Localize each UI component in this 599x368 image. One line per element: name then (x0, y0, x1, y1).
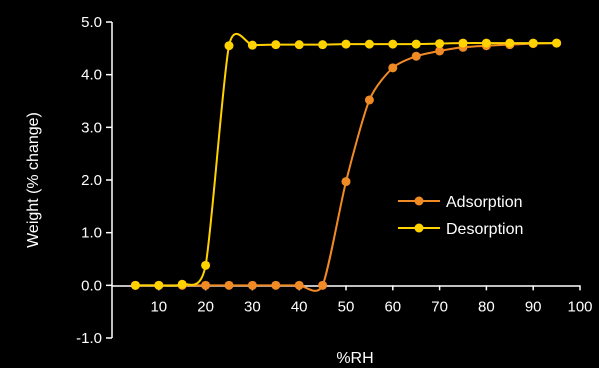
series-desorption-point (294, 40, 304, 50)
x-tick-label: 20 (197, 298, 214, 315)
legend-desorption-label: Desorption (446, 221, 523, 238)
x-tick-label: 100 (567, 298, 592, 315)
y-tick-label: 1.0 (81, 225, 102, 242)
series-desorption-point (341, 39, 351, 49)
series-desorption-point (481, 38, 491, 48)
x-tick-label: 30 (244, 298, 261, 315)
x-tick-label: 50 (338, 298, 355, 315)
series-desorption-point (458, 38, 468, 48)
series-desorption-point (130, 280, 140, 290)
x-tick-label: 70 (431, 298, 448, 315)
series-adsorption-point (247, 280, 257, 290)
legend-adsorption-marker (414, 196, 424, 206)
x-tick-label: 80 (478, 298, 495, 315)
x-tick-label: 90 (525, 298, 542, 315)
series-adsorption-point (388, 63, 398, 73)
series-desorption-point (411, 39, 421, 49)
axis-ticks: -1.0 0.0 1.0 2.0 3.0 4.0 5.0 10 20 30 40 50 60 70 80 90… (76, 14, 592, 347)
series-adsorption-point (224, 280, 234, 290)
x-tick-label: 60 (384, 298, 401, 315)
series-adsorption-point (201, 280, 211, 290)
legend: Adsorption Desorption (398, 194, 523, 238)
series-desorption-point (177, 279, 187, 289)
x-tick-label: 10 (150, 298, 167, 315)
series-desorption-point (388, 39, 398, 49)
series-desorption-point (201, 260, 211, 270)
y-tick-label: 4.0 (81, 67, 102, 84)
series-desorption-point (318, 40, 328, 50)
y-tick-label: 0.0 (81, 277, 102, 294)
y-tick-label: 2.0 (81, 172, 102, 189)
x-axis-title: %RH (336, 350, 373, 367)
legend-desorption-marker (414, 223, 424, 233)
series-adsorption-point (364, 95, 374, 105)
x-tick-label: 40 (291, 298, 308, 315)
series-desorption-point (505, 38, 515, 48)
series-desorption (130, 32, 562, 290)
series-desorption-point (247, 40, 257, 50)
series-adsorption-point (318, 280, 328, 290)
series-adsorption-point (271, 280, 281, 290)
series-desorption-point (552, 38, 562, 48)
series-adsorption-point (341, 177, 351, 187)
series-desorption-point (271, 40, 281, 50)
series-desorption-point (364, 39, 374, 49)
y-axis-title: Weight (% change) (25, 112, 42, 248)
y-tick-label: 3.0 (81, 119, 102, 136)
y-tick-label: -1.0 (76, 330, 102, 347)
series-adsorption-point (294, 280, 304, 290)
legend-adsorption-label: Adsorption (446, 194, 523, 211)
series-desorption-point (528, 38, 538, 48)
series-layer (130, 32, 562, 292)
series-desorption-point (154, 280, 164, 290)
y-tick-label: 5.0 (81, 14, 102, 31)
series-adsorption-point (411, 51, 421, 61)
series-desorption-point (435, 39, 445, 49)
series-adsorption-point (435, 46, 445, 56)
series-desorption-point (224, 41, 234, 51)
